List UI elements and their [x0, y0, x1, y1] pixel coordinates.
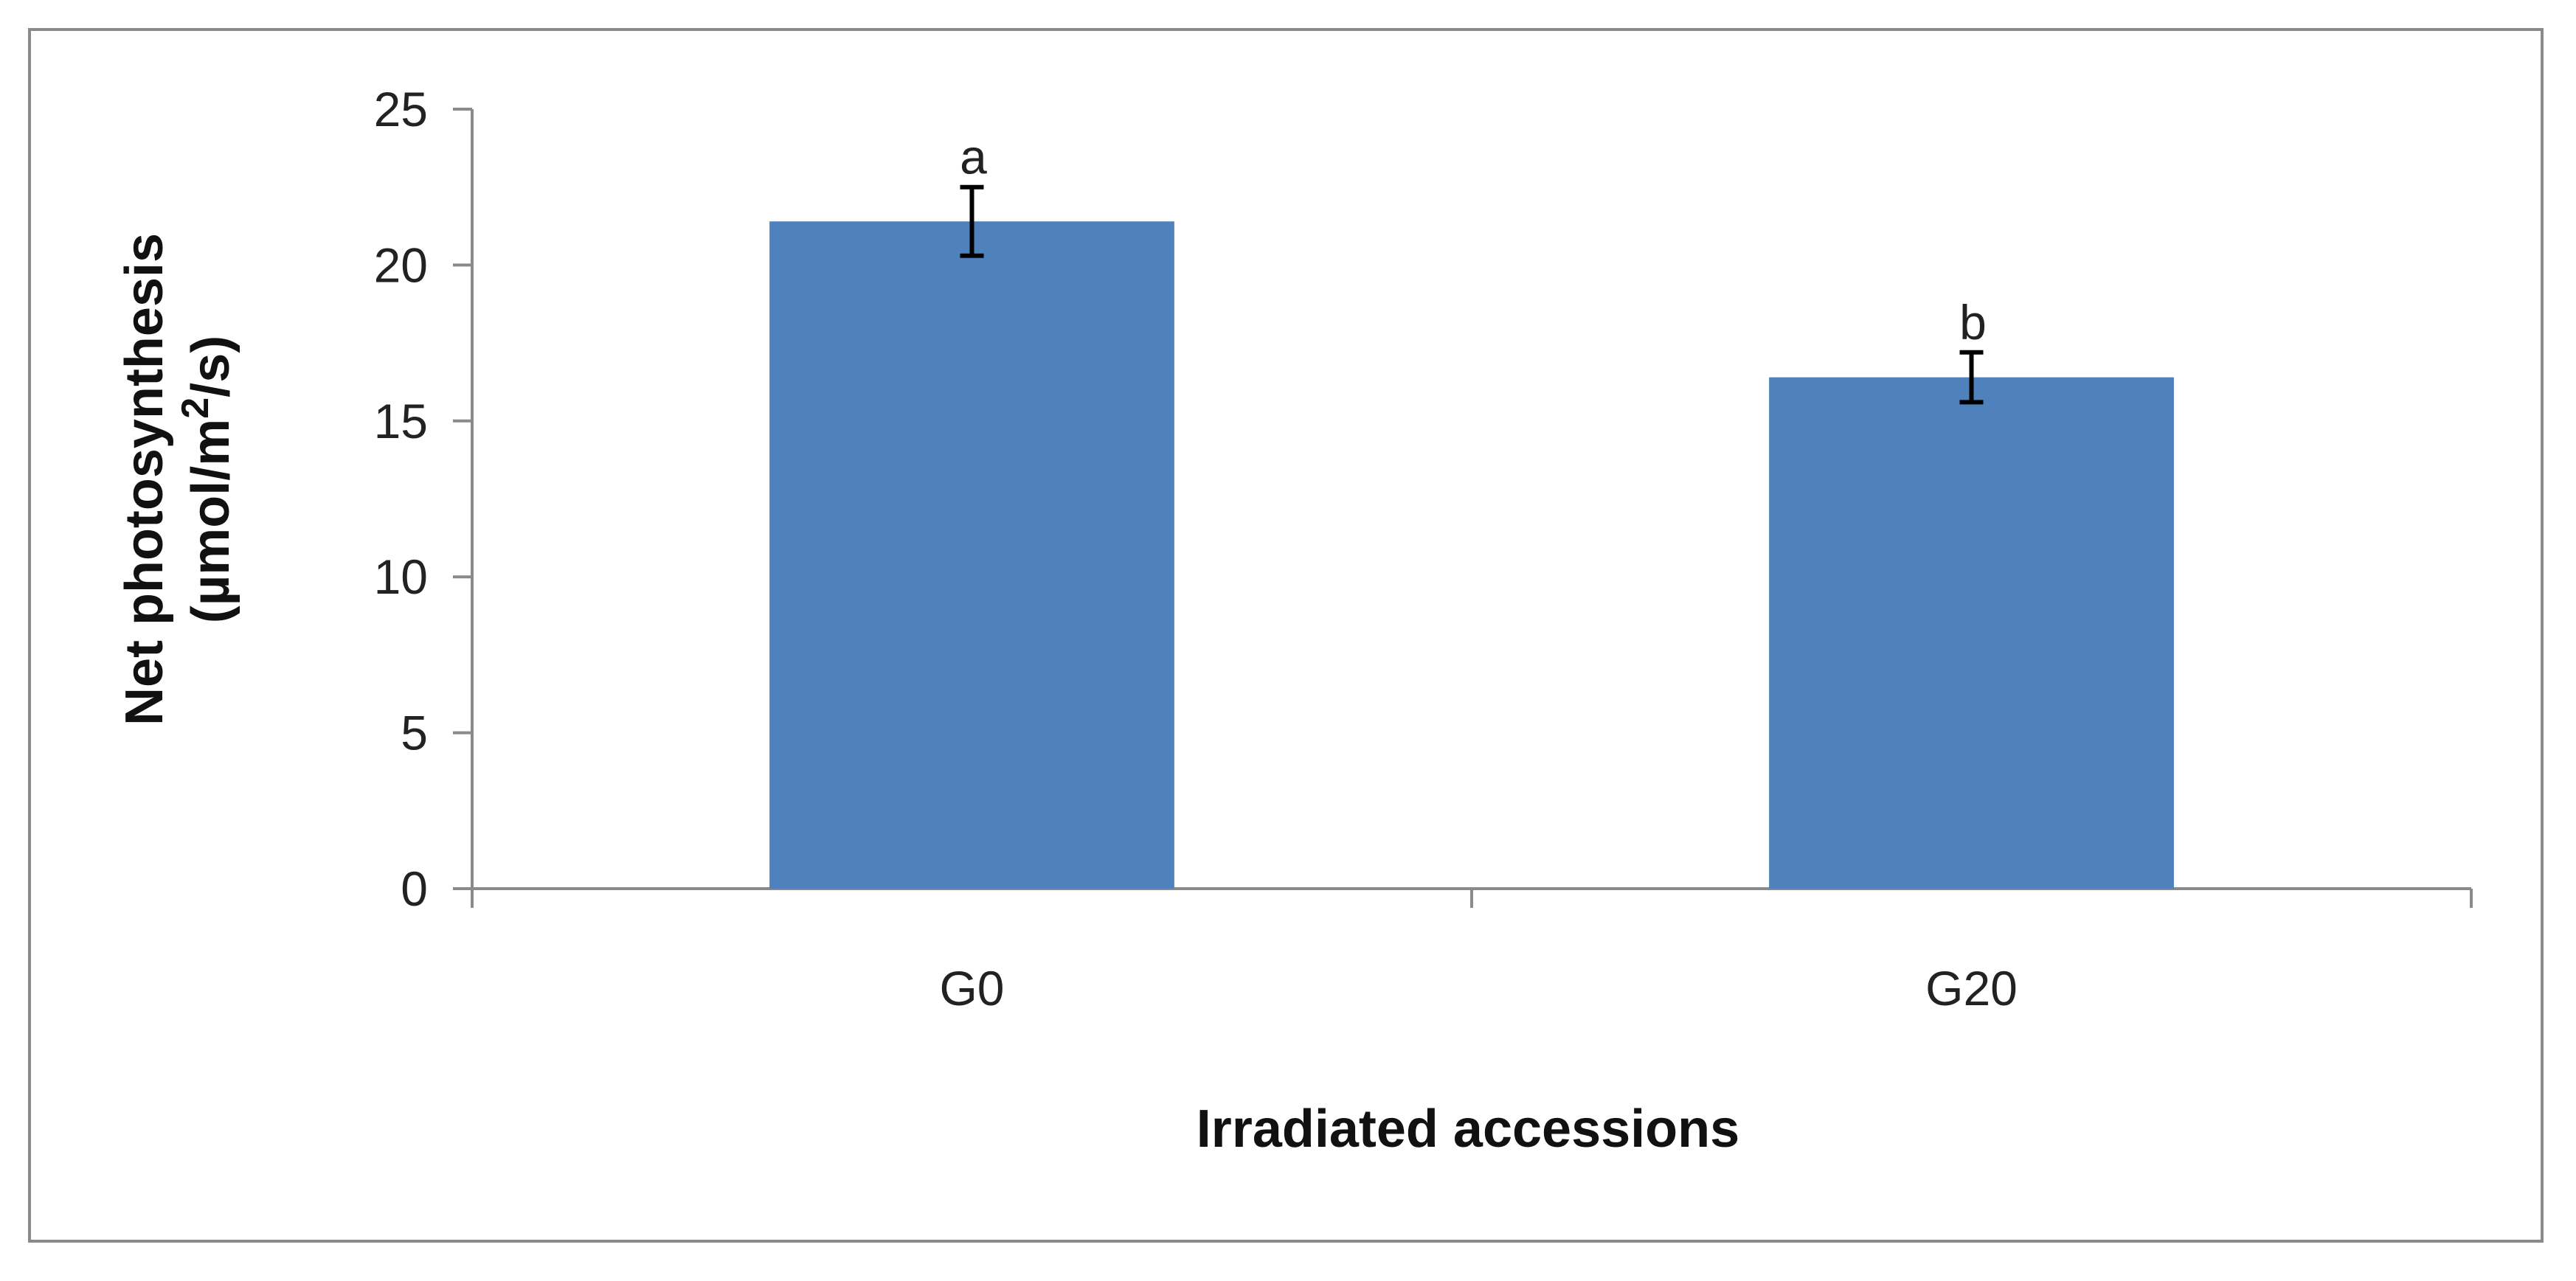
significance-label-g0: a — [960, 130, 987, 184]
y-tick-label: 25 — [374, 82, 428, 136]
y-tick-label: 20 — [374, 237, 428, 292]
x-tick-label-g20: G20 — [1925, 961, 2018, 1016]
x-axis-title: Irradiated accessions — [1197, 1100, 1739, 1159]
y-tick-label: 5 — [401, 706, 428, 760]
y-tick-label: 10 — [374, 549, 428, 604]
y-axis-title-superscript: 2 — [174, 398, 217, 419]
y-axis-title-line2: (µmol/m2/s) — [174, 336, 240, 623]
y-tick-label: 0 — [401, 861, 428, 916]
y-axis-title: Net photosynthesis (µmol/m2/s) — [115, 233, 240, 726]
y-axis-title-line1: Net photosynthesis — [115, 233, 174, 726]
bar-g0 — [769, 221, 1174, 889]
y-axis-title-line2-prefix: (µmol/m — [181, 419, 240, 624]
bars — [769, 184, 2174, 889]
significance-label-g20: b — [1959, 295, 1987, 350]
labels: 0 5 10 15 20 25 a G0 b G20 — [374, 82, 2018, 1016]
y-axis-title-line2-suffix: /s) — [181, 336, 240, 398]
x-tick-label-g0: G0 — [939, 961, 1004, 1016]
bar-g20 — [1769, 377, 2174, 889]
y-tick-label: 15 — [374, 394, 428, 448]
